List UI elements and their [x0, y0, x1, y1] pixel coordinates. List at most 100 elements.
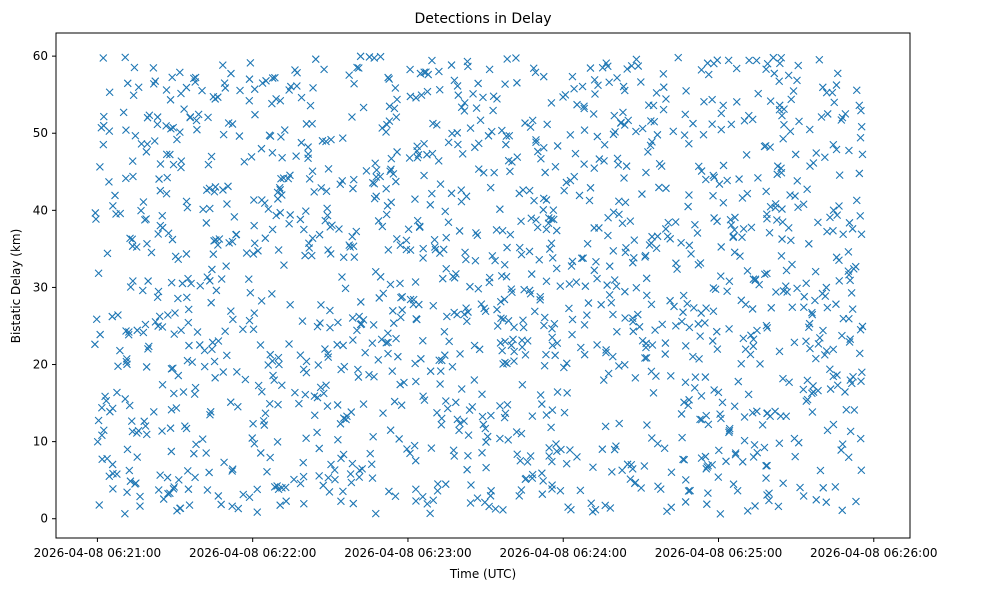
- data-point-x-marker: [390, 104, 399, 113]
- data-point-x-marker: [581, 282, 590, 291]
- data-point-x-marker: [607, 298, 616, 307]
- data-point-x-marker: [323, 211, 332, 220]
- data-point-x-marker: [184, 318, 193, 327]
- data-point-x-marker: [623, 460, 632, 469]
- data-point-x-marker: [114, 362, 122, 371]
- data-point-x-marker: [462, 255, 470, 264]
- data-point-x-marker: [783, 288, 792, 296]
- data-point-x-marker: [137, 206, 145, 215]
- data-point-x-marker: [270, 376, 279, 385]
- data-point-x-marker: [641, 251, 650, 260]
- data-point-x-marker: [239, 490, 248, 499]
- data-point-x-marker: [250, 85, 259, 94]
- data-point-x-marker: [529, 64, 538, 73]
- data-point-x-marker: [845, 218, 854, 227]
- data-point-x-marker: [302, 434, 311, 443]
- data-point-x-marker: [345, 241, 354, 249]
- data-point-x-marker: [285, 219, 294, 228]
- data-point-x-marker: [210, 357, 219, 366]
- data-point-x-marker: [305, 244, 314, 252]
- data-point-x-marker: [379, 409, 387, 418]
- data-point-x-marker: [411, 359, 420, 368]
- data-point-x-marker: [423, 499, 432, 508]
- data-point-x-marker: [839, 230, 848, 239]
- data-point-x-marker: [395, 435, 404, 443]
- data-point-x-marker: [427, 189, 436, 198]
- data-point-x-marker: [496, 339, 505, 347]
- data-point-x-marker: [528, 474, 537, 482]
- data-point-x-marker: [567, 505, 575, 514]
- data-point-x-marker: [141, 320, 150, 329]
- data-point-x-marker: [463, 465, 471, 474]
- data-point-x-marker: [551, 351, 560, 360]
- data-point-x-marker: [442, 312, 451, 321]
- data-point-x-marker: [172, 404, 181, 412]
- data-point-x-marker: [437, 420, 446, 429]
- data-point-x-marker: [518, 343, 527, 352]
- data-point-x-marker: [205, 468, 214, 477]
- data-point-x-marker: [504, 435, 513, 444]
- data-point-x-marker: [453, 415, 462, 424]
- data-point-x-marker: [800, 292, 809, 301]
- data-point-x-marker: [497, 126, 506, 135]
- data-point-x-marker: [485, 502, 494, 511]
- data-point-x-marker: [548, 324, 556, 333]
- data-point-x-marker: [632, 127, 640, 136]
- data-point-x-marker: [245, 316, 254, 325]
- data-point-x-marker: [719, 101, 728, 110]
- data-point-x-marker: [304, 150, 313, 159]
- data-point-x-marker: [580, 160, 589, 168]
- data-point-x-marker: [97, 431, 106, 440]
- data-point-x-marker: [297, 93, 306, 102]
- data-point-x-marker: [428, 56, 436, 65]
- data-point-x-marker: [708, 120, 717, 128]
- data-point-x-marker: [207, 152, 216, 161]
- data-point-x-marker: [547, 99, 556, 107]
- data-point-x-marker: [245, 96, 254, 105]
- data-point-x-marker: [733, 486, 742, 495]
- data-point-x-marker: [499, 315, 508, 323]
- data-point-x-marker: [426, 367, 435, 376]
- data-point-x-marker: [198, 435, 207, 443]
- data-point-x-marker: [811, 354, 820, 363]
- data-point-x-marker: [635, 322, 644, 331]
- data-point-x-marker: [126, 477, 135, 486]
- data-point-x-marker: [349, 242, 358, 251]
- data-point-x-marker: [612, 282, 621, 291]
- data-point-x-marker: [318, 136, 327, 145]
- data-point-x-marker: [326, 323, 334, 332]
- data-point-x-marker: [611, 127, 619, 136]
- data-point-x-marker: [294, 399, 303, 408]
- data-point-x-marker: [697, 392, 706, 400]
- data-point-x-marker: [384, 329, 392, 338]
- data-point-x-marker: [790, 434, 799, 443]
- data-point-x-marker: [638, 190, 646, 198]
- data-point-x-marker: [254, 381, 263, 390]
- data-point-x-marker: [433, 480, 442, 488]
- data-point-x-marker: [775, 439, 784, 448]
- data-point-x-marker: [228, 465, 237, 474]
- data-point-x-marker: [536, 391, 545, 399]
- data-point-x-marker: [666, 296, 674, 305]
- data-point-x-marker: [450, 308, 459, 317]
- data-point-x-marker: [846, 427, 855, 436]
- data-point-x-marker: [832, 81, 841, 89]
- data-point-x-marker: [702, 500, 711, 509]
- data-point-x-marker: [448, 362, 457, 371]
- data-point-x-marker: [510, 347, 519, 356]
- data-point-x-marker: [96, 330, 105, 339]
- data-point-x-marker: [544, 213, 553, 222]
- data-point-x-marker: [366, 449, 375, 458]
- data-point-x-marker: [206, 410, 214, 419]
- data-point-x-marker: [141, 422, 150, 430]
- data-point-x-marker: [412, 315, 421, 323]
- data-point-x-marker: [499, 505, 507, 514]
- data-point-x-marker: [302, 368, 311, 377]
- data-point-x-marker: [254, 246, 262, 255]
- data-point-x-marker: [142, 430, 151, 439]
- data-point-x-marker: [156, 471, 165, 480]
- data-point-x-marker: [184, 485, 193, 494]
- data-point-x-marker: [419, 244, 428, 253]
- data-point-x-marker: [307, 251, 316, 260]
- data-point-x-marker: [319, 389, 328, 398]
